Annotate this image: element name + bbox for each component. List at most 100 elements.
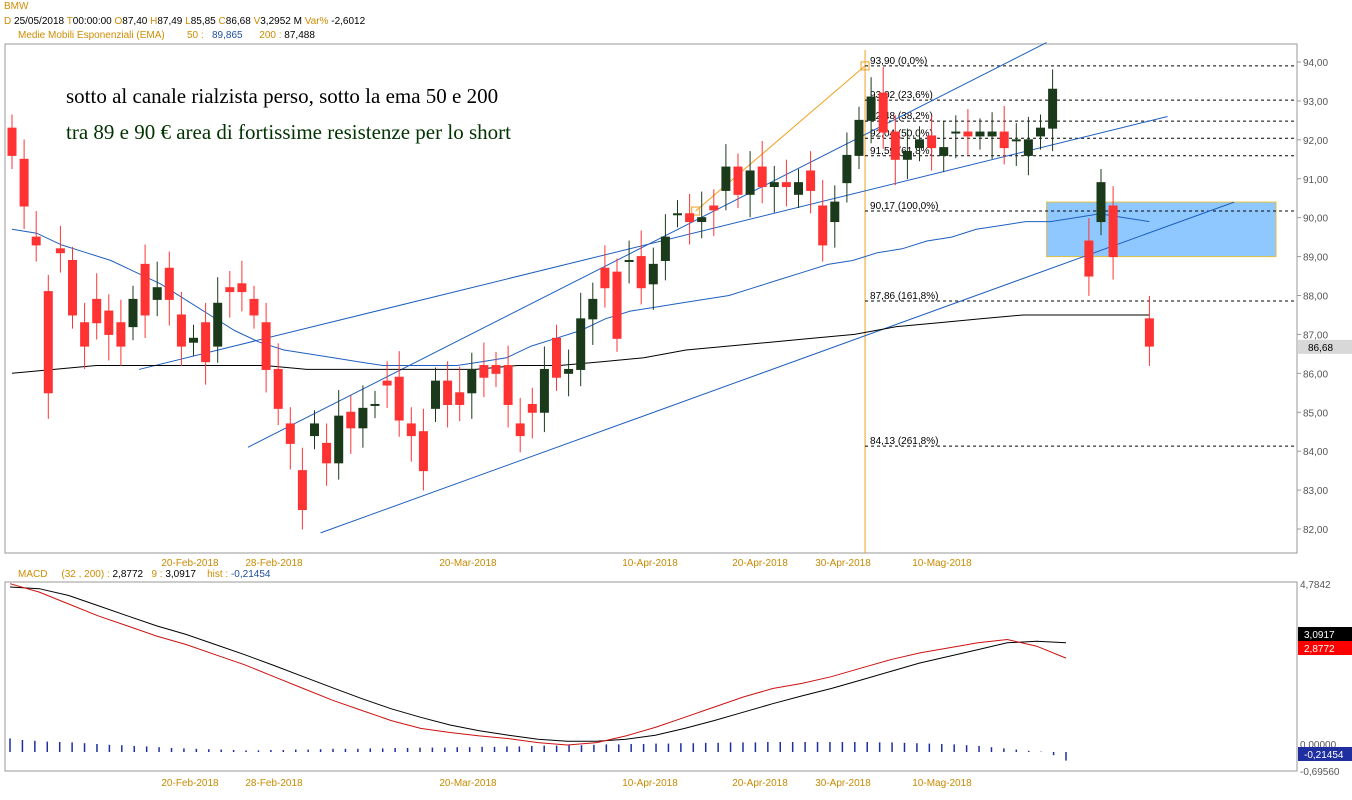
y-tick-label: 82,00 <box>1303 525 1328 536</box>
y-tick-label: 87,00 <box>1303 330 1328 341</box>
fib-level-label: 90,17 (100,0%) <box>870 201 938 212</box>
candle-up <box>951 131 961 134</box>
candle-down <box>43 291 53 394</box>
macd-x-tick-label: 10-Mag-2018 <box>912 778 972 789</box>
candle-up <box>660 236 670 261</box>
candle-down <box>1108 205 1118 258</box>
x-tick-label: 30-Apr-2018 <box>815 558 871 569</box>
low-key: L <box>185 16 191 27</box>
fib-anchor-end <box>860 61 870 71</box>
candle-down <box>733 166 743 195</box>
candle-up <box>358 407 368 429</box>
candle-up <box>866 96 876 121</box>
candle-up <box>673 213 682 216</box>
volume-value: 3,2952 M <box>260 16 302 27</box>
candle-down <box>31 236 41 246</box>
time-key: T <box>66 16 73 27</box>
annotation-line-2: tra 89 e 90 € area di fortissime resiste… <box>66 120 511 144</box>
ema50-value: 89,865 <box>212 30 243 41</box>
candle-down <box>249 298 259 316</box>
candle-down <box>1144 318 1154 347</box>
y-tick-label: 90,00 <box>1303 214 1328 225</box>
macd-x-tick-label: 20-Apr-2018 <box>732 778 788 789</box>
candle-up <box>370 403 380 406</box>
candle-down <box>455 392 465 405</box>
candle-down <box>527 403 537 413</box>
fib-level-label: 92,48 (38,2%) <box>870 111 933 122</box>
macd-hist-value-box-label: -0,21454 <box>1304 750 1344 761</box>
candle-down <box>515 423 525 437</box>
macd-y-tick-label: 0,00000 <box>1300 740 1337 751</box>
macd-x-tick-label: 28-Feb-2018 <box>245 778 303 789</box>
candle-down <box>164 267 174 300</box>
candle-down <box>781 182 791 188</box>
candle-down <box>201 322 211 363</box>
candle-up <box>902 151 912 160</box>
candle-up <box>697 217 707 223</box>
close-value: 86,68 <box>225 16 251 27</box>
candle-up <box>975 131 985 137</box>
macd-signal-line <box>9 586 1067 742</box>
open-value: 87,40 <box>122 16 148 27</box>
y-tick-label: 91,00 <box>1303 175 1328 186</box>
channel-middle-line <box>138 115 1168 370</box>
candle-down <box>757 166 767 188</box>
candle-down <box>322 442 332 464</box>
candle-up <box>564 368 574 374</box>
ema200-label: 200 : <box>259 30 282 41</box>
y-tick-label: 85,00 <box>1303 408 1328 419</box>
time-value: 00:00:00 <box>72 16 112 27</box>
price-header: BMW <box>4 1 28 12</box>
candle-down <box>297 470 307 511</box>
ema50-label: 50 : <box>186 30 204 41</box>
fib-level-label: 91,59 (61,8%) <box>870 146 933 157</box>
x-tick-label: 10-Mag-2018 <box>912 558 972 569</box>
candle-up <box>721 166 731 191</box>
candle-up <box>1036 127 1045 137</box>
macd-value-box <box>1298 641 1352 655</box>
candle-down <box>963 131 973 137</box>
candle-down <box>600 267 610 289</box>
macd-x-tick-label: 20-Feb-2018 <box>161 778 219 789</box>
candle-down <box>80 322 90 347</box>
candle-down <box>273 368 283 409</box>
candle-up <box>745 170 755 195</box>
candle-down <box>116 322 126 347</box>
x-tick-label: 10-Apr-2018 <box>622 558 678 569</box>
price-panel-frame <box>4 43 1298 554</box>
x-tick-label: 28-Feb-2018 <box>245 558 303 569</box>
candle-down <box>709 205 719 211</box>
fib-level-label: 87,86 (161,8%) <box>870 291 938 302</box>
symbol-label: BMW <box>4 1 29 12</box>
fib-level-label: 93,02 (23,6%) <box>870 90 933 101</box>
macd-hist-value-box <box>1298 747 1352 761</box>
candle-down <box>346 411 356 429</box>
var-value: -2,6012 <box>331 16 366 27</box>
candle-down <box>7 127 17 156</box>
candle-down <box>68 259 77 316</box>
candle-down <box>382 380 392 386</box>
y-tick-label: 86,00 <box>1303 369 1328 380</box>
macd-line <box>9 583 1067 746</box>
resistance-zone <box>1046 201 1277 258</box>
candle-up <box>576 318 586 370</box>
ema200-value: 87,488 <box>284 30 315 41</box>
candle-down <box>685 213 695 223</box>
candle-up <box>939 147 949 156</box>
candle-down <box>1084 240 1094 277</box>
candle-up <box>830 201 840 223</box>
candle-down <box>19 158 29 207</box>
candle-up <box>794 182 803 195</box>
candle-down <box>636 256 646 289</box>
candle-up <box>152 287 162 300</box>
candle-down <box>406 423 416 437</box>
candle-up <box>189 337 198 343</box>
x-tick-label: 20-Feb-2018 <box>161 558 219 569</box>
close-key: C <box>218 16 226 27</box>
macd-signal-value-box <box>1298 627 1352 641</box>
candle-down <box>818 205 828 246</box>
date-key: D <box>4 16 12 27</box>
candle-up <box>648 263 658 285</box>
ema-row: Medie Mobili Esponenziali (EMA) 50 : 89,… <box>18 30 315 41</box>
